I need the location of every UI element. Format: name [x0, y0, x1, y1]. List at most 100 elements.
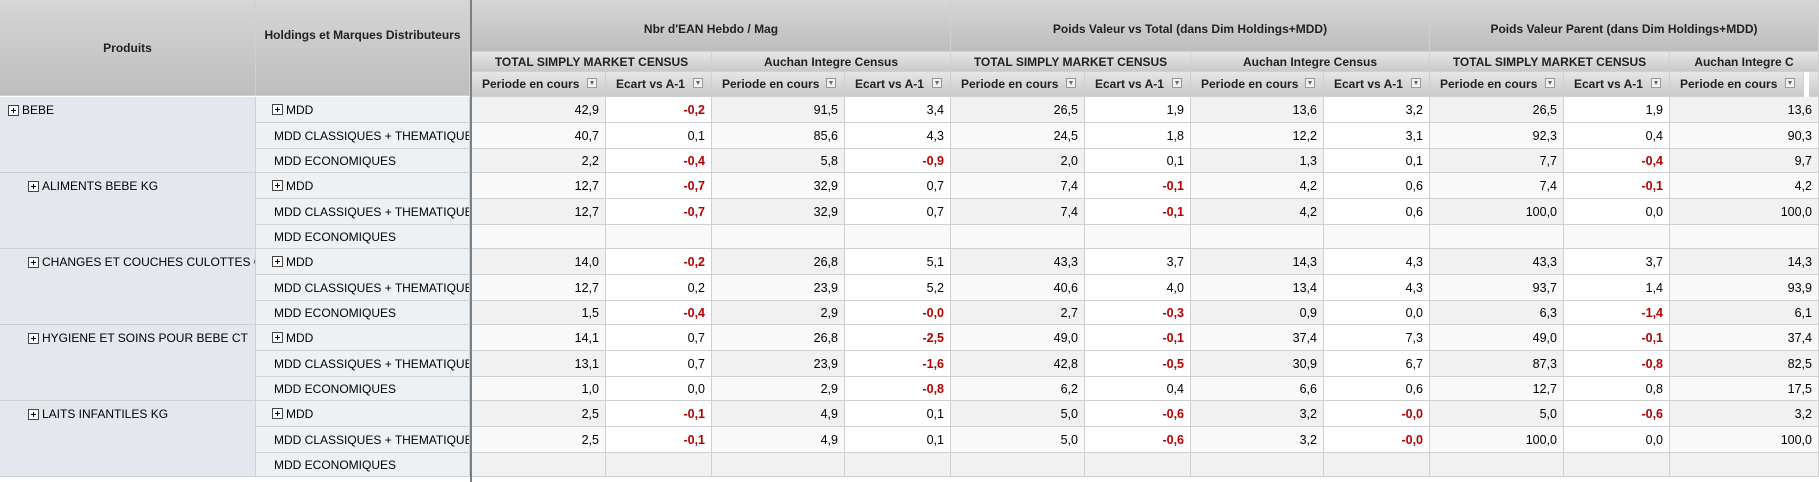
measure-header[interactable]: Periode en cours — [472, 72, 606, 97]
table-cell: 12,2 — [1191, 123, 1324, 149]
expand-icon[interactable] — [8, 104, 19, 116]
expand-icon[interactable] — [272, 256, 283, 267]
table-cell: 4,9 — [712, 427, 845, 453]
expand-icon[interactable] — [272, 180, 283, 191]
subgroup-header: Auchan Integre Census — [712, 52, 951, 72]
table-cell: -0,2 — [606, 249, 712, 275]
holding-cell: MDD CLASSIQUES + THEMATIQUES — [256, 275, 470, 301]
filter-icon[interactable] — [587, 78, 597, 88]
filter-icon[interactable] — [1785, 78, 1795, 88]
measure-header[interactable]: Ecart vs A-1 — [845, 72, 951, 97]
measure-header[interactable]: Periode en cours — [1430, 72, 1564, 97]
table-cell: -2,5 — [845, 325, 951, 351]
table-cell: 90,3 — [1670, 123, 1819, 149]
holding-label: MDD CLASSIQUES + THEMATIQUES — [274, 356, 470, 371]
expand-icon[interactable] — [272, 104, 283, 115]
holding-label: MDD — [286, 254, 314, 269]
filter-icon[interactable] — [1651, 78, 1661, 88]
holding-cell: MDD CLASSIQUES + THEMATIQUES — [256, 199, 470, 225]
table-cell: 5,0 — [951, 401, 1085, 427]
filter-icon[interactable] — [1545, 78, 1555, 88]
holding-cell: MDD — [256, 249, 470, 275]
table-cell: 4,2 — [1670, 173, 1819, 199]
filter-icon[interactable] — [1172, 78, 1182, 88]
holding-label: MDD — [286, 330, 314, 345]
header-produits: Produits — [0, 0, 256, 96]
table-cell — [1430, 225, 1564, 249]
table-cell: 12,7 — [472, 199, 606, 225]
subgroup-header: Auchan Integre C — [1670, 52, 1819, 72]
table-cell: -0,1 — [1564, 325, 1670, 351]
table-cell: 0,2 — [606, 275, 712, 301]
table-cell: 0,1 — [606, 123, 712, 149]
filter-icon[interactable] — [826, 78, 836, 88]
subgroup-header: TOTAL SIMPLY MARKET CENSUS — [1430, 52, 1670, 72]
measure-header[interactable]: Ecart vs A-1 — [606, 72, 712, 97]
table-cell: -0,1 — [1085, 199, 1191, 225]
table-cell — [472, 225, 606, 249]
expand-icon[interactable] — [28, 180, 39, 192]
table-cell: 13,1 — [472, 351, 606, 377]
expand-icon[interactable] — [272, 332, 283, 343]
measure-header[interactable]: Ecart vs A-1 — [1085, 72, 1191, 97]
measure-header[interactable]: Periode en cours — [1670, 72, 1804, 97]
table-cell: 49,0 — [951, 325, 1085, 351]
table-cell: 5,0 — [1430, 401, 1564, 427]
measure-header[interactable]: Periode en cours — [951, 72, 1085, 97]
measure-header[interactable]: Periode en cours — [1191, 72, 1324, 97]
holding-cell: MDD ECONOMIQUES — [256, 453, 470, 477]
table-cell: 42,8 — [951, 351, 1085, 377]
table-cell: -0,4 — [606, 301, 712, 325]
table-cell — [951, 453, 1085, 477]
filter-icon[interactable] — [1305, 78, 1315, 88]
table-cell: 1,9 — [1085, 97, 1191, 123]
table-cell: 0,0 — [1564, 199, 1670, 225]
table-cell — [1670, 225, 1819, 249]
table-cell: -1,4 — [1564, 301, 1670, 325]
product-cell: LAITS INFANTILES KG — [0, 401, 256, 477]
table-cell: 1,8 — [1085, 123, 1191, 149]
expand-icon[interactable] — [272, 408, 283, 419]
table-cell: 0,1 — [1085, 149, 1191, 173]
table-cell — [1430, 453, 1564, 477]
filter-icon[interactable] — [693, 78, 703, 88]
table-cell: 40,7 — [472, 123, 606, 149]
table-cell: 12,7 — [472, 275, 606, 301]
filter-icon[interactable] — [932, 78, 942, 88]
table-cell: 37,4 — [1670, 325, 1819, 351]
table-cell: 2,7 — [951, 301, 1085, 325]
measure-header[interactable]: Ecart vs A-1 — [1564, 72, 1670, 97]
group-header: Poids Valeur Parent (dans Dim Holdings+M… — [1430, 0, 1819, 52]
table-cell: 3,2 — [1191, 401, 1324, 427]
table-cell: 0,9 — [1191, 301, 1324, 325]
filter-icon[interactable] — [1411, 78, 1421, 88]
table-cell: 93,7 — [1430, 275, 1564, 301]
expand-icon[interactable] — [28, 408, 39, 420]
holding-label: MDD ECONOMIQUES — [274, 381, 397, 396]
table-cell: 12,7 — [1430, 377, 1564, 401]
expand-icon[interactable] — [28, 332, 39, 344]
header-holdings: Holdings et Marques Distributeurs — [256, 0, 470, 96]
filter-icon[interactable] — [1066, 78, 1076, 88]
frozen-column-divider — [470, 0, 472, 482]
expand-icon[interactable] — [28, 256, 39, 268]
table-cell: -0,1 — [1564, 173, 1670, 199]
table-cell: 3,7 — [1564, 249, 1670, 275]
table-cell: 3,2 — [1191, 427, 1324, 453]
holding-cell: MDD ECONOMIQUES — [256, 149, 470, 173]
holding-label: MDD — [286, 102, 314, 117]
measure-header[interactable]: Ecart vs A-1 — [1324, 72, 1430, 97]
table-cell: -0,7 — [606, 199, 712, 225]
table-cell: 100,0 — [1670, 199, 1819, 225]
table-cell — [712, 453, 845, 477]
table-cell: 2,2 — [472, 149, 606, 173]
table-cell: 14,1 — [472, 325, 606, 351]
table-cell: 13,6 — [1670, 97, 1819, 123]
column-resize-handle[interactable] — [1809, 72, 1819, 97]
table-cell: -0,6 — [1564, 401, 1670, 427]
measure-header[interactable]: Periode en cours — [712, 72, 845, 97]
holding-cell: MDD CLASSIQUES + THEMATIQUES — [256, 351, 470, 377]
holding-cell: MDD CLASSIQUES + THEMATIQUES — [256, 123, 470, 149]
table-cell: 6,1 — [1670, 301, 1819, 325]
